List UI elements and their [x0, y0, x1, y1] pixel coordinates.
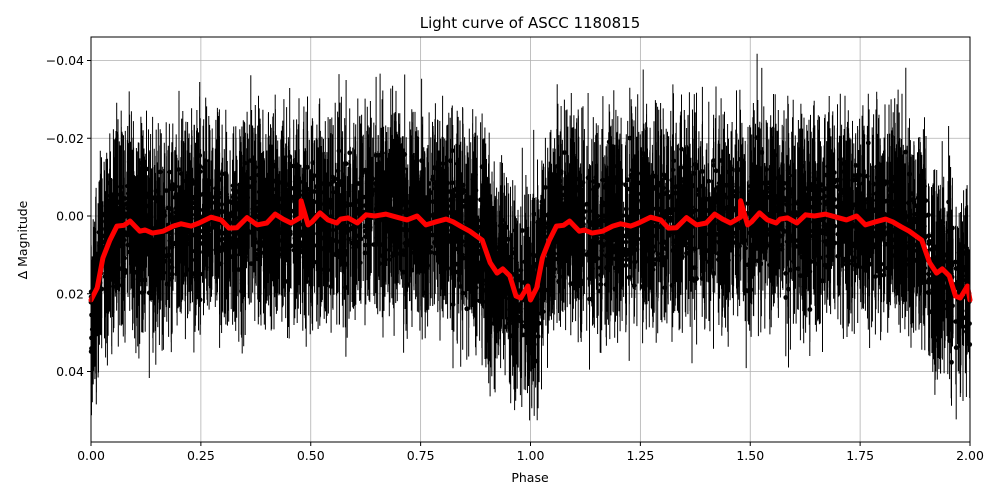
chart-title: Light curve of ASCC 1180815 — [420, 14, 641, 32]
model-curve — [88, 198, 973, 303]
x-tick-label: 0.75 — [407, 448, 435, 463]
y-tick-label: −0.04 — [46, 53, 84, 68]
x-tick-label: 2.00 — [956, 448, 984, 463]
observation-points — [88, 135, 973, 365]
y-tick-label: 0.04 — [56, 364, 84, 379]
y-axis-label: Δ Magnitude — [15, 200, 30, 279]
y-tick-label: 0.00 — [56, 209, 84, 224]
plot-area — [88, 36, 973, 443]
y-tick-label: 0.02 — [56, 286, 84, 301]
y-tick-label: −0.02 — [46, 131, 84, 146]
x-tick-label: 0.00 — [77, 448, 105, 463]
x-tick-label: 1.00 — [517, 448, 545, 463]
x-axis-label: Phase — [511, 470, 549, 485]
x-tick-label: 1.25 — [626, 448, 654, 463]
x-tick-label: 1.50 — [736, 448, 764, 463]
x-tick-label: 0.50 — [297, 448, 325, 463]
x-tick-label: 1.75 — [846, 448, 874, 463]
y-axis-ticks: −0.04 −0.02 0.00 0.02 0.04 — [46, 53, 91, 379]
x-tick-label: 0.25 — [187, 448, 215, 463]
x-axis-ticks: 0.00 0.25 0.50 0.75 1.00 1.25 1.50 1.75 2.00 — [77, 442, 984, 463]
